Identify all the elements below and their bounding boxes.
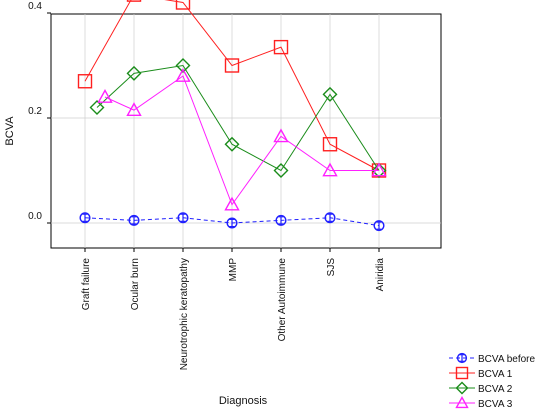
series-marker-diamond: [455, 381, 469, 395]
series-line: [104, 75, 379, 206]
legend-item: BCVA 3: [449, 396, 513, 410]
series-line: [96, 64, 380, 172]
x-tick-label: Ocular burn: [130, 258, 141, 310]
y-tick-label: 0.4: [28, 1, 42, 12]
plot-frame: [50, 13, 442, 249]
legend: BCVA before BCVA 1 BCVA 2 BCVA 3: [449, 352, 536, 410]
y-tick-label: 0.0: [28, 211, 42, 222]
legend-item: BCVA 2: [449, 381, 513, 395]
x-tick-label: Aniridia: [375, 258, 386, 292]
series-marker-square: [224, 58, 240, 73]
x-tick-label: SJS: [326, 258, 337, 277]
x-tick-label: Graft failure: [81, 258, 92, 311]
series-1: [79, 212, 385, 232]
series-marker-triangle: [224, 196, 240, 211]
y-axis-ticks: 0.00.20.40.60.8: [28, 1, 51, 224]
series-line: [84, 0, 380, 171]
series-marker-diamond: [89, 100, 105, 115]
series-marker-diamond: [175, 58, 191, 73]
series-marker-diamond: [322, 86, 338, 102]
series-marker-diamond: [273, 163, 289, 178]
series-marker-square: [322, 137, 338, 152]
x-axis-ticks: Graft failure Ocular burn Neurotrophic ker…: [81, 248, 386, 370]
series-marker-triangle: [273, 128, 289, 143]
series-marker-diamond: [126, 65, 142, 81]
legend-label: BCVA before: [478, 354, 536, 365]
legend-item: BCVA 1: [449, 366, 513, 380]
series-marker-triangle: [97, 89, 113, 103]
legend-label: BCVA 3: [478, 399, 513, 410]
series-marker-square: [175, 0, 191, 10]
series-marker-square: [126, 0, 142, 2]
series-marker-diamond: [224, 136, 240, 152]
series-marker-circle: [324, 212, 336, 224]
series-marker-square: [77, 74, 93, 89]
legend-label: BCVA 2: [478, 384, 513, 395]
x-axis-label: Diagnosis: [219, 395, 268, 407]
series-marker-triangle: [371, 162, 387, 177]
legend-label: BCVA 1: [478, 369, 513, 380]
series-marker-circle: [177, 212, 189, 224]
series-group: [77, 0, 387, 232]
series-marker-circle: [226, 217, 238, 229]
series-marker-circle: [79, 212, 91, 224]
x-tick-label: MMP: [228, 258, 239, 282]
series-marker-triangle: [322, 162, 338, 177]
series-marker-triangle: [455, 396, 469, 409]
x-tick-label: Other Autoimmune: [277, 258, 288, 342]
x-tick-label: Neurotrophic keratopathy: [179, 258, 190, 370]
series-marker-square: [273, 39, 289, 55]
y-tick-label: 0.2: [28, 106, 42, 117]
legend-item: BCVA before: [449, 352, 536, 365]
series-marker-circle: [275, 214, 287, 226]
series-4: [97, 68, 387, 211]
series-3: [89, 58, 387, 178]
series-marker-triangle: [126, 102, 142, 117]
series-marker-circle: [128, 214, 140, 226]
series-marker-square: [455, 366, 469, 380]
series-marker-diamond: [371, 163, 387, 178]
series-marker-circle: [373, 220, 385, 232]
series-marker-triangle: [175, 68, 191, 82]
series-marker-circle: [456, 352, 468, 364]
y-axis-label: BCVA: [4, 116, 16, 146]
